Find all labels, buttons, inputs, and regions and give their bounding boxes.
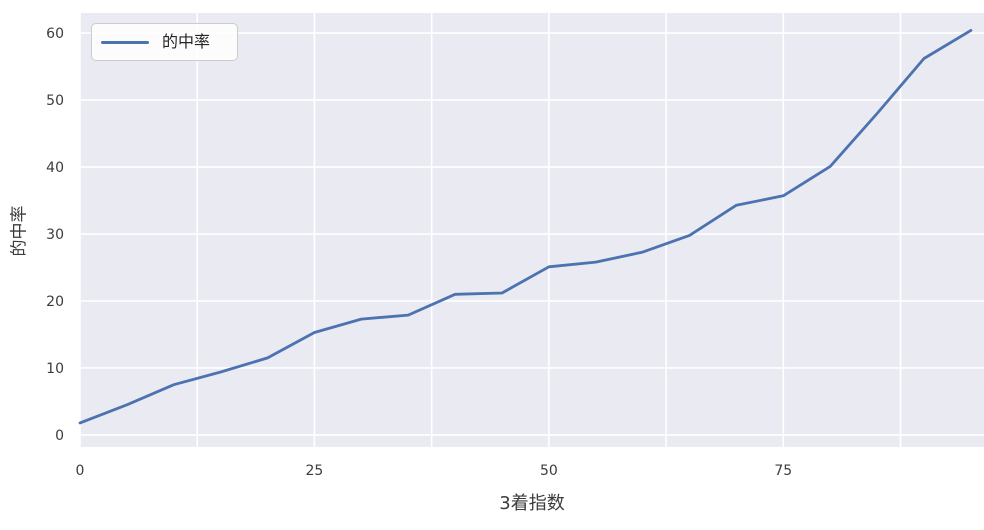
y-tick-label: 30 (46, 227, 64, 243)
legend-line-swatch (101, 40, 149, 44)
x-tick-label: 25 (306, 463, 324, 479)
x-tick-label: 0 (76, 463, 85, 479)
y-tick-label: 20 (46, 294, 64, 310)
y-tick-label: 0 (55, 428, 64, 444)
data-line (78, 28, 973, 425)
legend: 的中率 (91, 23, 238, 61)
x-axis-label: 3着指数 (499, 493, 565, 514)
y-tick-label: 40 (46, 160, 64, 176)
y-tick-label: 10 (46, 361, 64, 377)
y-tick-label: 60 (46, 26, 64, 42)
y-tick-label: 50 (46, 93, 64, 109)
x-tick-label: 50 (540, 463, 558, 479)
plot-background (80, 13, 984, 447)
legend-label: 的中率 (162, 32, 211, 51)
x-tick-label: 75 (774, 463, 792, 479)
y-axis-label: 的中率 (9, 205, 30, 257)
